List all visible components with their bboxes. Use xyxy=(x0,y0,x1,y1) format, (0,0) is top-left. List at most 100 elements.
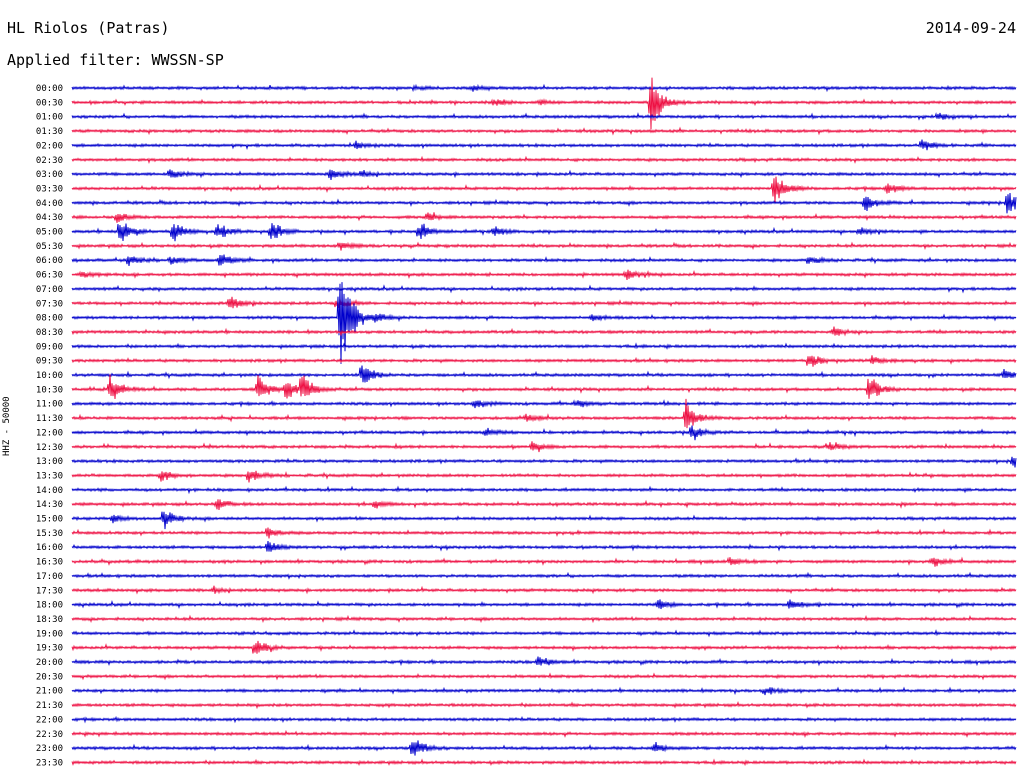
tick-label: 12:30 xyxy=(36,443,63,453)
trace-line xyxy=(71,614,1017,624)
trace-line xyxy=(71,342,1017,350)
trace-line xyxy=(71,355,1017,367)
tick-label: 19:00 xyxy=(36,629,63,639)
tick-label: 13:00 xyxy=(36,457,63,467)
tick-label: 17:00 xyxy=(36,572,63,582)
trace-line xyxy=(71,485,1017,495)
tick-label: 20:30 xyxy=(36,672,63,682)
trace-line xyxy=(71,470,1017,483)
trace-line xyxy=(71,571,1017,580)
tick-label: 08:00 xyxy=(36,314,63,324)
tick-label: 10:00 xyxy=(36,371,63,381)
trace-line xyxy=(71,541,1017,552)
trace-line xyxy=(71,139,1017,151)
trace-line xyxy=(71,511,1017,530)
trace-line xyxy=(71,556,1017,567)
trace-line xyxy=(71,599,1017,610)
trace-line xyxy=(71,212,1017,223)
trace-line xyxy=(71,656,1017,667)
tick-label: 15:30 xyxy=(36,529,63,539)
trace-line xyxy=(71,527,1017,539)
trace-line xyxy=(71,740,1017,756)
trace-line xyxy=(71,585,1017,595)
tick-label: 00:00 xyxy=(36,84,63,94)
tick-label: 14:00 xyxy=(36,486,63,496)
tick-label: 05:00 xyxy=(36,228,63,238)
tick-label: 23:30 xyxy=(36,758,63,768)
trace-line xyxy=(71,269,1017,280)
trace-line xyxy=(71,169,1017,181)
tick-label: 07:30 xyxy=(36,299,63,309)
tick-label: 19:30 xyxy=(36,644,63,654)
tick-label: 11:00 xyxy=(36,400,63,410)
tick-label: 23:00 xyxy=(36,744,63,754)
trace-line xyxy=(71,398,1017,429)
trace-group xyxy=(71,77,1017,767)
tick-label: 20:00 xyxy=(36,658,63,668)
tick-label: 05:30 xyxy=(36,242,63,252)
tick-label: 00:30 xyxy=(36,98,63,108)
trace-line xyxy=(71,441,1017,453)
trace-line xyxy=(71,282,1017,364)
trace-line xyxy=(71,686,1017,696)
tick-label: 15:00 xyxy=(36,515,63,525)
filter-line: Applied filter: WWSSN-SP xyxy=(7,51,224,69)
tick-label: 11:30 xyxy=(36,414,63,424)
trace-line xyxy=(71,425,1017,441)
tick-label: 03:30 xyxy=(36,184,63,194)
trace-line xyxy=(71,77,1017,130)
trace-line xyxy=(71,715,1017,724)
tick-label: 10:30 xyxy=(36,385,63,395)
tick-label: 17:30 xyxy=(36,586,63,596)
tick-label: 08:30 xyxy=(36,328,63,338)
record-date: 2014-09-24 xyxy=(925,19,1016,37)
tick-label: 09:30 xyxy=(36,357,63,367)
tick-label: 01:00 xyxy=(36,113,63,123)
tick-label: 22:30 xyxy=(36,730,63,740)
tick-label: 02:30 xyxy=(36,156,63,166)
tick-label: 09:00 xyxy=(36,342,63,352)
trace-line xyxy=(71,672,1017,681)
tick-label: 03:00 xyxy=(36,170,63,180)
trace-line xyxy=(71,296,1017,309)
trace-line xyxy=(71,499,1017,510)
trace-line xyxy=(71,456,1017,468)
tick-label: 16:00 xyxy=(36,543,63,553)
trace-line xyxy=(71,629,1017,638)
filter-label: Applied filter: xyxy=(7,51,143,69)
tick-label: 14:30 xyxy=(36,500,63,510)
tick-label: 04:00 xyxy=(36,199,63,209)
trace-line xyxy=(71,284,1017,294)
trace-line xyxy=(71,155,1017,164)
tick-label: 18:00 xyxy=(36,601,63,611)
tick-label: 21:30 xyxy=(36,701,63,711)
trace-line xyxy=(71,365,1017,383)
trace-line xyxy=(71,241,1017,251)
tick-label: 16:30 xyxy=(36,558,63,568)
trace-line xyxy=(71,112,1017,121)
trace-line xyxy=(71,758,1017,767)
trace-line xyxy=(71,176,1017,203)
tick-label: 04:30 xyxy=(36,213,63,223)
station-title: HL Riolos (Patras) xyxy=(7,19,170,37)
trace-line xyxy=(71,83,1017,93)
tick-label: 12:00 xyxy=(36,428,63,438)
trace-line xyxy=(71,729,1017,738)
tick-label: 07:00 xyxy=(36,285,63,295)
trace-line xyxy=(71,126,1017,136)
tick-label: 06:00 xyxy=(36,256,63,266)
tick-label: 18:30 xyxy=(36,615,63,625)
tick-label: 06:30 xyxy=(36,271,63,281)
tick-label: 22:00 xyxy=(36,715,63,725)
tick-label: 21:00 xyxy=(36,687,63,697)
filter-value: WWSSN-SP xyxy=(151,51,224,69)
tick-label-group: 00:00 00:30 01:00 01:30 02:00 02:30 03:00 03:30… xyxy=(36,84,63,768)
trace-line xyxy=(71,640,1017,654)
trace-line xyxy=(71,326,1017,337)
trace-line xyxy=(71,701,1017,710)
trace-line xyxy=(71,223,1017,242)
trace-line xyxy=(71,374,1017,400)
tick-label: 01:30 xyxy=(36,127,63,137)
tick-label: 02:00 xyxy=(36,141,63,151)
